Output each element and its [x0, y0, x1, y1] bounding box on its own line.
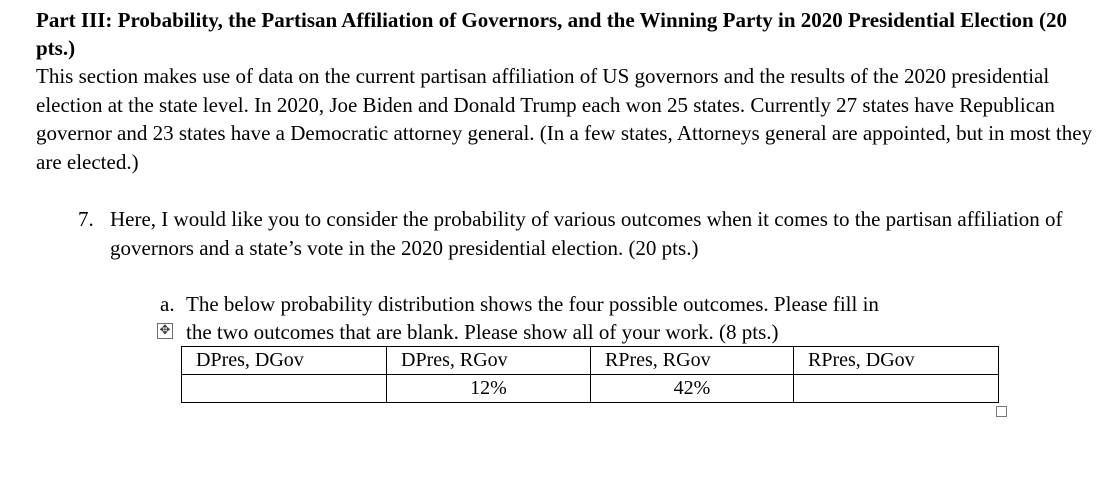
cell-dpres-rgov[interactable]: 12%: [386, 374, 591, 403]
subquestion-text-line1: The below probability distribution shows…: [186, 292, 879, 316]
intro-paragraph: This section makes use of data on the cu…: [36, 64, 1093, 174]
table-move-handle-icon[interactable]: ✥: [157, 323, 173, 339]
table-resize-handle-icon[interactable]: [996, 406, 1007, 417]
header-rpres-rgov[interactable]: RPres, RGov: [590, 346, 794, 375]
header-dpres-rgov[interactable]: DPres, RGov: [386, 346, 591, 375]
cell-rpres-dgov[interactable]: [793, 374, 999, 403]
table-header-row: DPres, DGov DPres, RGov RPres, RGov RPre…: [181, 346, 999, 375]
question-text: Here, I would like you to consider the p…: [110, 207, 1063, 260]
subquestion-text-line2: the two outcomes that are blank. Please …: [186, 320, 779, 344]
question-number: 7.: [78, 207, 94, 231]
probability-table: DPres, DGov DPres, RGov RPres, RGov RPre…: [181, 346, 999, 403]
cell-dpres-dgov[interactable]: [181, 374, 387, 403]
subquestion-letter: a.: [160, 292, 175, 316]
section-heading: Part III: Probability, the Partisan Affi…: [36, 8, 1067, 60]
header-rpres-dgov[interactable]: RPres, DGov: [793, 346, 999, 375]
header-dpres-dgov[interactable]: DPres, DGov: [181, 346, 387, 375]
table-value-row: 12% 42%: [181, 374, 999, 403]
cell-rpres-rgov[interactable]: 42%: [590, 374, 794, 403]
